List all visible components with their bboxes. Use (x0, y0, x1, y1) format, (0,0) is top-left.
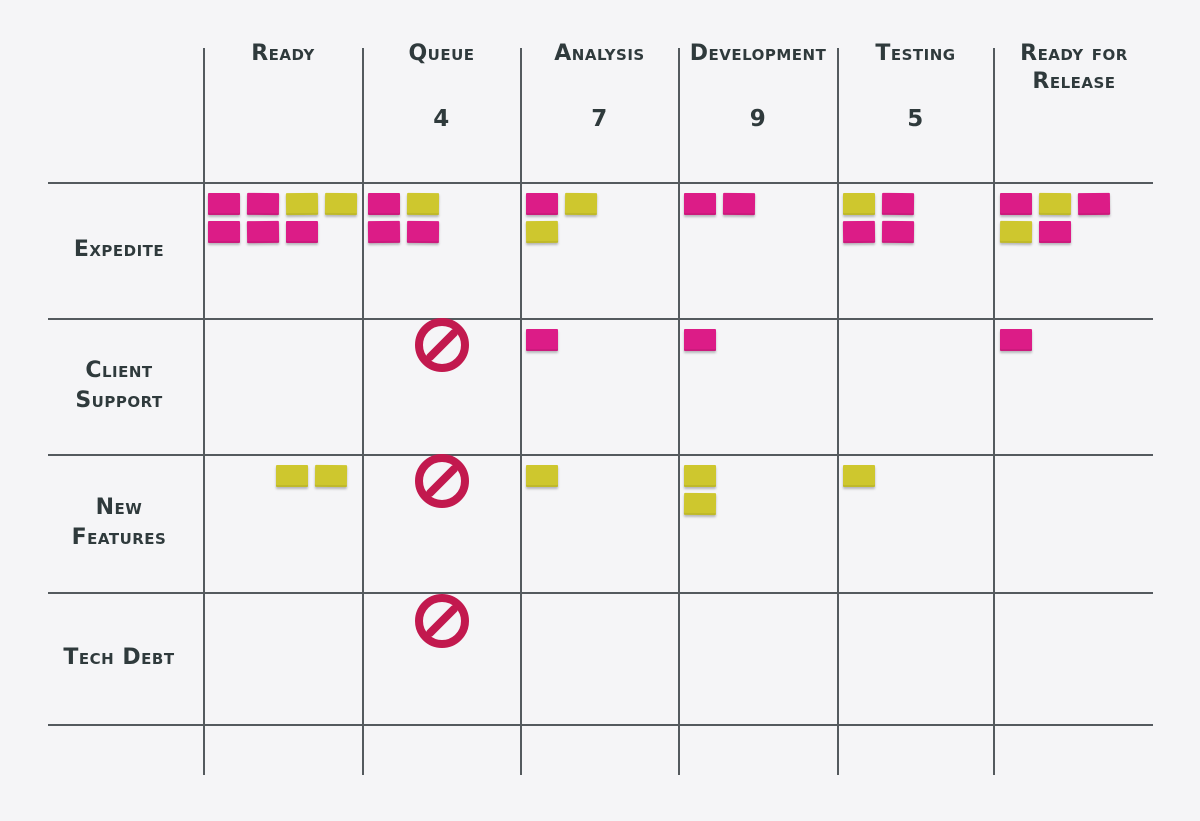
sticky-card-yellow[interactable] (276, 465, 308, 487)
sticky-card-pink[interactable] (208, 221, 240, 243)
cell-client-support-queue (363, 318, 520, 454)
column-header-analysis: Analysis (521, 40, 678, 68)
cell-new-features-queue (363, 454, 520, 592)
sticky-card-yellow[interactable] (564, 192, 598, 216)
cell-new-features-testing (839, 463, 918, 489)
grid-line-horizontal-2 (48, 318, 1153, 320)
grid-line-vertical-6 (993, 48, 995, 775)
cell-expedite-testing (839, 191, 918, 245)
sticky-card-pink[interactable] (367, 220, 401, 244)
sticky-card-pink[interactable] (684, 193, 716, 215)
cell-client-support-analysis (522, 327, 601, 353)
grid-line-vertical-3 (520, 48, 522, 775)
sticky-card-pink[interactable] (881, 220, 915, 244)
no-entry-icon[interactable] (414, 454, 469, 508)
sticky-card-pink[interactable] (246, 192, 280, 216)
sticky-card-pink[interactable] (722, 192, 756, 216)
column-title: Analysis (554, 41, 645, 66)
sticky-card-yellow[interactable] (324, 192, 358, 216)
sticky-card-yellow[interactable] (526, 465, 558, 487)
grid-line-horizontal-5 (48, 724, 1153, 726)
sticky-card-pink[interactable] (881, 192, 915, 216)
column-header-queue: Queue (363, 40, 520, 68)
sticky-card-pink[interactable] (1000, 193, 1032, 215)
cell-client-support-ready-for-release (996, 327, 1075, 353)
sticky-card-yellow[interactable] (1038, 192, 1072, 216)
row-label-expedite: Expedite (73, 237, 165, 262)
sticky-card-pink[interactable] (368, 193, 400, 215)
column-header-testing: Testing (838, 40, 993, 68)
cell-expedite-development (680, 191, 759, 217)
sticky-card-pink[interactable] (842, 220, 876, 244)
sticky-card-pink[interactable] (208, 193, 240, 215)
sticky-card-pink[interactable] (1077, 192, 1111, 216)
sticky-card-yellow[interactable] (314, 464, 348, 488)
grid-line-horizontal-3 (48, 454, 1153, 456)
cell-new-features-analysis (522, 463, 601, 489)
sticky-card-yellow[interactable] (525, 220, 559, 244)
grid-line-horizontal-1 (48, 182, 1153, 184)
cell-new-features-development (680, 463, 722, 517)
no-entry-slash (424, 328, 459, 362)
sticky-card-pink[interactable] (526, 329, 558, 351)
sticky-card-yellow[interactable] (406, 192, 440, 216)
row-label-client-support: Client Support (75, 358, 163, 413)
column-header-ready-for-release: Ready for Release (994, 40, 1154, 96)
wip-limit-queue: 4 (433, 106, 450, 132)
column-header-ready: Ready (204, 40, 362, 68)
sticky-card-yellow[interactable] (683, 492, 717, 516)
grid-line-vertical-5 (837, 48, 839, 775)
sticky-card-pink[interactable] (526, 193, 558, 215)
cell-new-features-ready (272, 463, 351, 489)
wip-limit-testing: 5 (907, 106, 924, 132)
sticky-card-pink[interactable] (406, 220, 440, 244)
column-title: Development (689, 41, 827, 66)
column-title: Testing (875, 41, 956, 66)
sticky-card-yellow[interactable] (843, 193, 875, 215)
sticky-card-pink[interactable] (286, 221, 318, 243)
column-title: Queue (408, 41, 475, 66)
no-entry-slash (424, 604, 459, 638)
column-title: Ready for Release (1020, 41, 1128, 94)
no-entry-slash (424, 464, 459, 498)
cell-tech-debt-queue (363, 594, 520, 730)
row-label-tech-debt: Tech Debt (63, 645, 175, 670)
wip-limit-development: 9 (749, 106, 767, 132)
sticky-card-yellow[interactable] (843, 465, 875, 487)
grid-line-vertical-2 (362, 48, 364, 775)
sticky-card-yellow[interactable] (999, 220, 1033, 244)
cell-expedite-analysis (522, 191, 601, 245)
sticky-card-pink[interactable] (1000, 329, 1032, 351)
sticky-card-pink[interactable] (246, 220, 280, 244)
cell-expedite-ready-for-release (996, 191, 1114, 245)
row-label-new-features: New Features (71, 495, 167, 550)
cell-client-support-development (680, 327, 759, 353)
sticky-card-pink[interactable] (684, 329, 716, 351)
no-entry-icon[interactable] (414, 318, 469, 372)
sticky-card-yellow[interactable] (285, 192, 319, 216)
sticky-card-pink[interactable] (1039, 221, 1071, 243)
grid-line-horizontal-4 (48, 592, 1153, 594)
grid-line-vertical-4 (678, 48, 680, 775)
column-title: Ready (251, 41, 315, 66)
sticky-card-yellow[interactable] (684, 465, 716, 487)
wip-limit-analysis: 7 (591, 106, 608, 132)
no-entry-icon[interactable] (414, 594, 469, 648)
cell-expedite-queue (364, 191, 443, 245)
grid-line-vertical-1 (203, 48, 205, 775)
cell-expedite-ready (204, 191, 361, 245)
column-header-development: Development (679, 40, 837, 68)
